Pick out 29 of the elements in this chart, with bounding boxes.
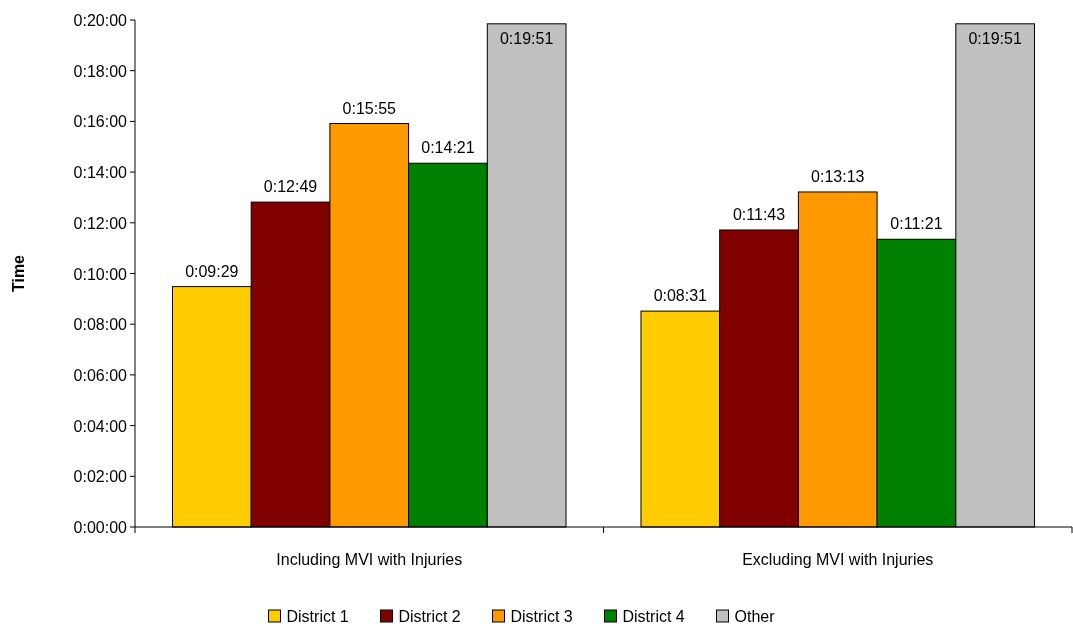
data-label: 0:08:31 <box>653 287 708 305</box>
y-axis-title: Time <box>10 254 27 293</box>
y-tick-label: 0:20:00 <box>73 12 128 29</box>
data-label: 0:19:51 <box>499 29 554 47</box>
y-tick-label: 0:00:00 <box>73 519 128 536</box>
y-tick-label: 0:08:00 <box>73 316 128 334</box>
data-label: 0:12:49 <box>263 178 318 196</box>
y-tick-label: 0:18:00 <box>73 62 128 80</box>
x-tick-label: Excluding MVI with Injuries <box>742 551 934 568</box>
data-label: 0:14:21 <box>421 139 475 157</box>
data-label: 0:15:55 <box>342 99 397 117</box>
y-tick-label: 0:02:00 <box>73 468 128 486</box>
y-tick-label: 0:04:00 <box>73 417 128 435</box>
y-tick-label: 0:12:00 <box>73 214 128 232</box>
y-tick-label: 0:16:00 <box>73 113 128 131</box>
legend-label: District 3 <box>510 608 573 625</box>
y-tick-label: 0:06:00 <box>73 366 128 384</box>
data-label: 0:11:21 <box>890 215 943 233</box>
legend-label: District 2 <box>398 608 461 625</box>
legend-label: District 4 <box>622 608 685 625</box>
data-label: 0:19:51 <box>968 29 1022 47</box>
y-tick-label: 0:10:00 <box>73 265 128 283</box>
legend-label: Other <box>734 608 776 625</box>
legend-label: District 1 <box>286 608 349 625</box>
data-label: 0:09:29 <box>185 262 239 280</box>
y-tick-label: 0:14:00 <box>73 164 128 182</box>
data-label: 0:11:43 <box>732 205 786 223</box>
data-label: 0:13:13 <box>811 167 865 185</box>
x-tick-label: Including MVI with Injuries <box>276 551 463 568</box>
